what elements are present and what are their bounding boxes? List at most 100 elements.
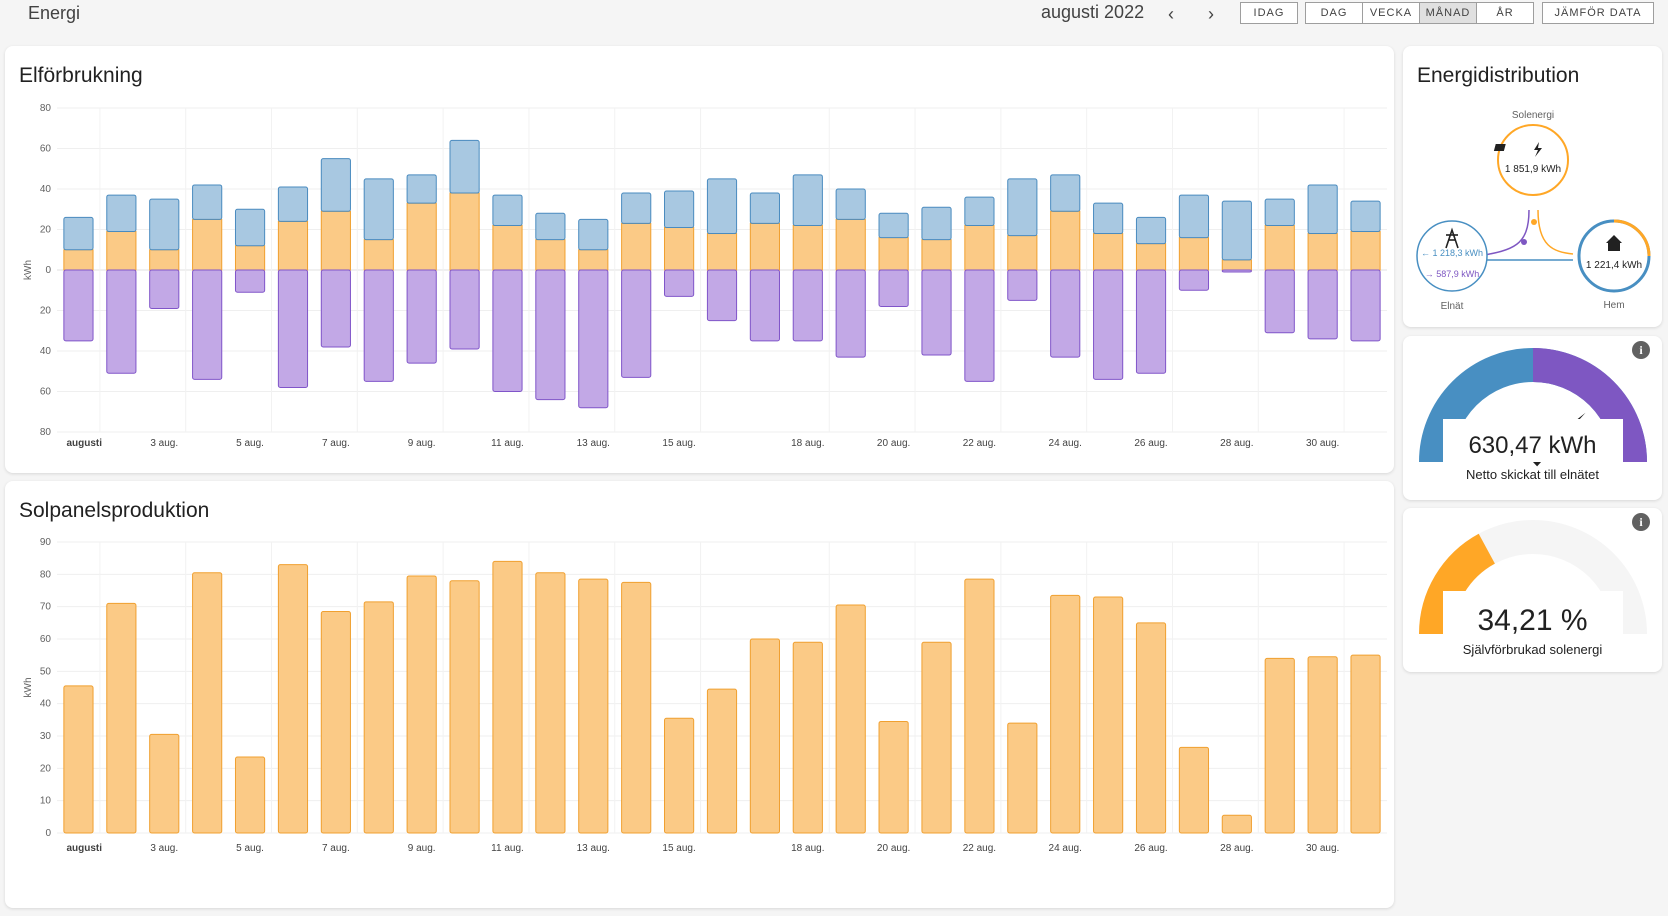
bar-solar xyxy=(535,239,566,271)
bar-solar xyxy=(835,218,866,271)
bar-export xyxy=(277,269,309,388)
bar-grid-import xyxy=(664,190,695,228)
bar-solar xyxy=(406,202,437,271)
x-tick-label: 5 aug. xyxy=(236,843,264,854)
bar-solar xyxy=(964,224,995,271)
bar-solar-production xyxy=(277,564,309,834)
bar-solar-production xyxy=(535,572,566,834)
x-tick-label: augusti xyxy=(66,438,102,449)
bar-grid-import xyxy=(792,174,823,226)
bar-grid-import xyxy=(964,196,995,226)
bar-solar-production xyxy=(106,602,137,834)
y-tick-label: 60 xyxy=(40,144,52,155)
bar-grid-import xyxy=(706,178,738,235)
bar-solar-production xyxy=(964,578,995,834)
gauge-value-arc xyxy=(1419,533,1496,635)
bar-grid-import xyxy=(1093,202,1124,235)
bar-solar-production xyxy=(492,560,523,834)
bar-solar-production xyxy=(1178,746,1210,834)
x-tick-label: 30 aug. xyxy=(1306,438,1339,449)
bar-solar xyxy=(921,239,952,271)
info-icon[interactable]: i xyxy=(1632,513,1650,531)
range-month-button[interactable]: MÅNAD xyxy=(1420,2,1477,24)
x-tick-label: 18 aug. xyxy=(791,438,824,449)
y-tick-label: 80 xyxy=(40,427,52,438)
bar-solar-production xyxy=(1307,656,1338,834)
bar-solar xyxy=(792,224,823,271)
y-tick-label: 40 xyxy=(40,699,52,710)
bar-grid-import xyxy=(1007,178,1038,237)
bar-export xyxy=(320,269,351,348)
bar-grid-import xyxy=(406,174,437,204)
y-tick-label: 70 xyxy=(40,602,52,613)
y-axis-label: kWh xyxy=(23,260,34,280)
bar-export xyxy=(192,269,223,380)
x-tick-label: 28 aug. xyxy=(1220,438,1253,449)
x-tick-label: 9 aug. xyxy=(408,843,436,854)
bar-solar xyxy=(706,233,738,271)
self-consumption-gauge-card: i 34,21 % Självförbrukad solenergi xyxy=(1403,508,1662,672)
bar-grid-import xyxy=(277,186,309,222)
x-tick-label: 26 aug. xyxy=(1134,438,1167,449)
bar-export xyxy=(964,269,995,382)
flow-dot-orange xyxy=(1531,219,1537,225)
x-tick-label: 24 aug. xyxy=(1049,438,1082,449)
info-icon[interactable]: i xyxy=(1632,341,1650,359)
bar-export xyxy=(1221,269,1252,273)
x-tick-label: 28 aug. xyxy=(1220,843,1253,854)
gauge-right-segment xyxy=(1532,348,1647,463)
next-period-button[interactable]: › xyxy=(1208,4,1214,24)
bar-solar-production xyxy=(1350,654,1381,834)
bar-solar xyxy=(621,222,652,271)
bar-solar-production xyxy=(578,578,609,834)
bar-export xyxy=(234,269,266,293)
net-export-value: 630,47 kWh xyxy=(1468,432,1597,459)
bar-solar xyxy=(277,220,309,271)
bar-export xyxy=(1007,269,1038,301)
bar-solar-production xyxy=(706,688,738,834)
solar-production-title: Solpanelsproduktion xyxy=(19,499,210,522)
bar-solar xyxy=(1350,231,1381,271)
bar-solar xyxy=(878,237,909,271)
consumption-card: Elförbrukning 80 60 40 20 0 20 40 60 80 kWh august… xyxy=(5,46,1394,473)
x-tick-label: 13 aug. xyxy=(577,843,610,854)
bar-solar xyxy=(749,222,780,271)
bar-export xyxy=(1135,269,1167,374)
bar-grid-import xyxy=(535,212,566,241)
bar-solar xyxy=(449,192,480,271)
bar-solar xyxy=(1307,233,1338,271)
bar-solar-production xyxy=(63,685,94,834)
y-tick-label: 30 xyxy=(40,731,52,742)
bar-solar-production xyxy=(149,733,180,834)
solar-to-home-line xyxy=(1537,209,1574,255)
x-tick-label: 15 aug. xyxy=(662,843,695,854)
bar-export xyxy=(792,269,823,342)
bar-export xyxy=(106,269,137,374)
home-node-value: 1 221,4 kWh xyxy=(1586,260,1642,271)
bar-grid-import xyxy=(1264,198,1295,226)
solar-node-value: 1 851,9 kWh xyxy=(1505,164,1561,175)
range-year-button[interactable]: ÅR xyxy=(1477,2,1534,24)
bar-grid-import xyxy=(1307,184,1338,235)
solar-to-grid-line xyxy=(1478,209,1530,257)
bar-grid-import xyxy=(835,188,866,220)
compare-data-button[interactable]: JÄMFÖR DATA xyxy=(1542,2,1654,24)
bar-grid-import xyxy=(449,139,480,194)
y-tick-label: 10 xyxy=(40,796,52,807)
previous-period-button[interactable]: ‹ xyxy=(1168,4,1174,24)
bar-grid-import xyxy=(749,192,780,224)
bar-export xyxy=(1050,269,1081,358)
consumption-title: Elförbrukning xyxy=(19,64,143,87)
bar-export xyxy=(664,269,695,297)
range-day-button[interactable]: DAG xyxy=(1305,2,1363,24)
bar-export xyxy=(449,269,480,350)
range-week-button[interactable]: VECKA xyxy=(1363,2,1420,24)
bar-solar-production xyxy=(621,581,652,834)
flow-dot-purple xyxy=(1521,239,1527,245)
today-button[interactable]: IDAG xyxy=(1240,2,1298,24)
bar-solar-production xyxy=(192,572,223,834)
x-tick-label: augusti xyxy=(66,843,102,854)
bar-export xyxy=(749,269,780,342)
y-tick-label: 90 xyxy=(40,537,52,548)
solar-node xyxy=(1497,124,1569,196)
